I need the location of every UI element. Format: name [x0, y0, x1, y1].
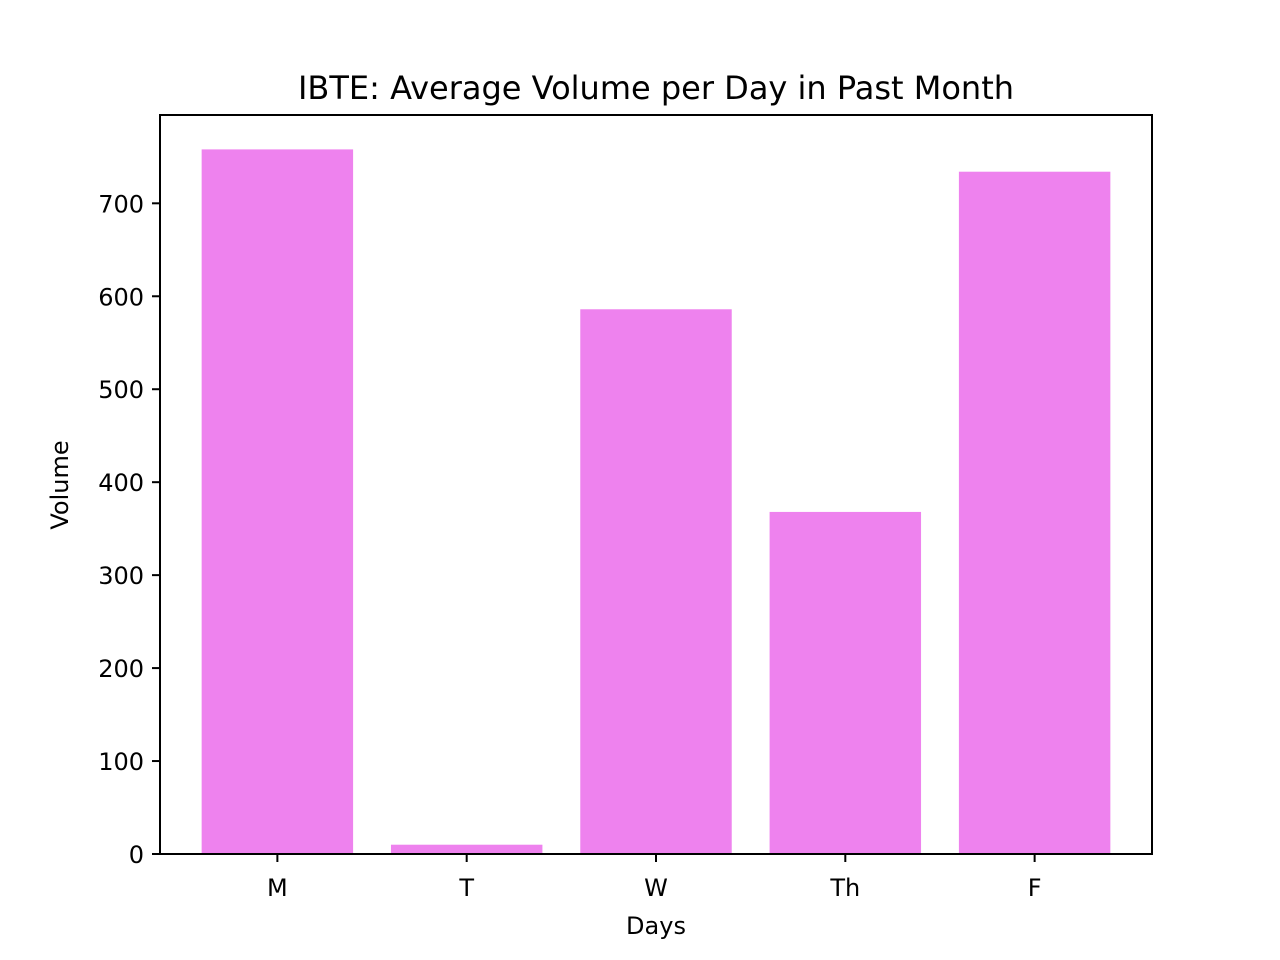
y-tick-label-500: 500 — [98, 376, 144, 404]
bar-m — [201, 149, 354, 855]
y-tick-label-600: 600 — [98, 283, 144, 311]
x-tick-label-t: T — [458, 874, 474, 902]
chart-title: IBTE: Average Volume per Day in Past Mon… — [298, 69, 1014, 107]
y-tick-label-700: 700 — [98, 190, 144, 218]
x-axis-ticks: M T W Th F — [267, 854, 1042, 902]
bar-f — [958, 171, 1111, 855]
x-tick-label-w: W — [644, 874, 668, 902]
x-axis-label: Days — [626, 912, 686, 940]
x-tick-label-m: M — [267, 874, 288, 902]
y-axis-label: Volume — [46, 440, 74, 529]
bar-w — [580, 309, 732, 855]
y-axis-ticks: 0 100 200 300 400 500 600 700 — [98, 190, 160, 869]
y-tick-label-300: 300 — [98, 562, 144, 590]
y-tick-label-200: 200 — [98, 655, 144, 683]
bar-th — [769, 511, 922, 854]
y-tick-label-100: 100 — [98, 748, 144, 776]
bar-series — [201, 149, 1111, 855]
plot-area-frame — [159, 114, 1153, 855]
x-tick-label-th: Th — [829, 874, 860, 902]
y-tick-label-0: 0 — [129, 841, 144, 869]
x-tick-label-f: F — [1028, 874, 1042, 902]
bar-t — [390, 844, 543, 854]
y-tick-label-400: 400 — [98, 469, 144, 497]
